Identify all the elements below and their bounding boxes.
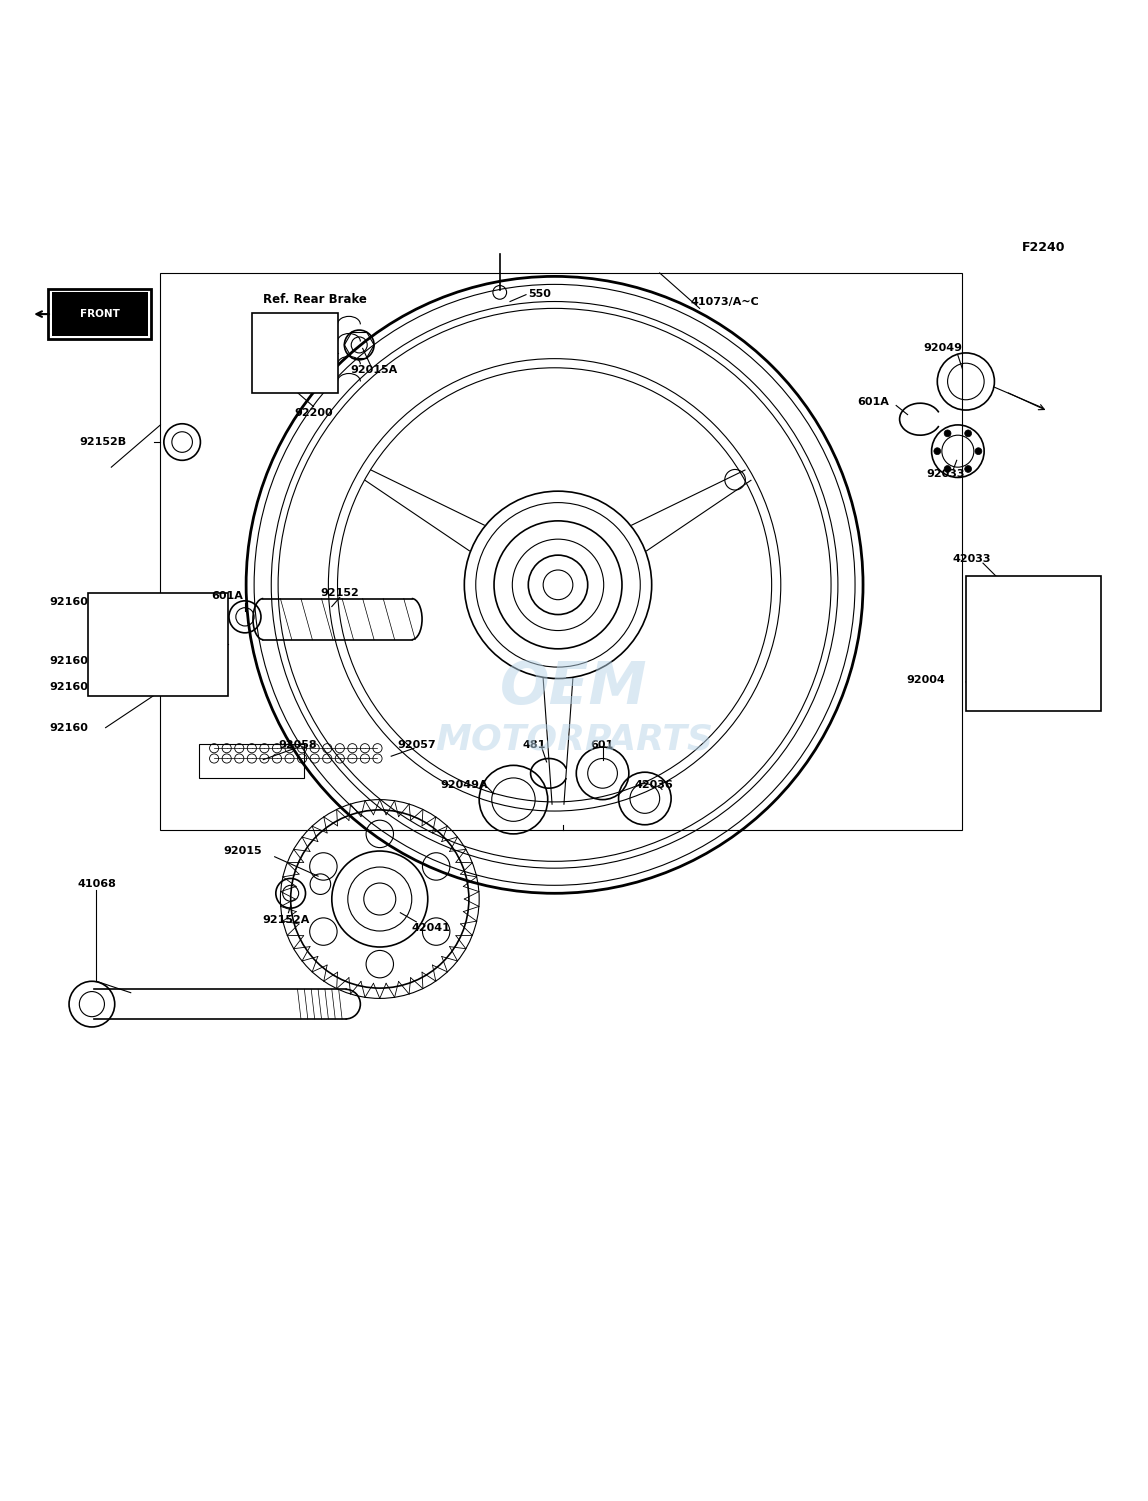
Text: 41068: 41068 bbox=[77, 880, 116, 889]
Text: 92015: 92015 bbox=[224, 847, 262, 856]
Text: 92049: 92049 bbox=[923, 344, 962, 353]
Text: 92152: 92152 bbox=[320, 588, 359, 597]
Text: 92152B: 92152B bbox=[79, 437, 127, 447]
Text: Ref. Rear Brake: Ref. Rear Brake bbox=[263, 293, 367, 306]
Text: 92200: 92200 bbox=[294, 408, 333, 419]
Text: 92015A: 92015A bbox=[350, 365, 397, 375]
Text: 42041: 42041 bbox=[412, 923, 451, 932]
Text: MOTORPARTS: MOTORPARTS bbox=[435, 722, 713, 757]
Text: 92152A: 92152A bbox=[263, 914, 310, 925]
Text: 41073/A~C: 41073/A~C bbox=[690, 297, 759, 306]
Text: 92004: 92004 bbox=[907, 674, 945, 684]
Text: 42033: 42033 bbox=[953, 554, 991, 563]
Text: 481: 481 bbox=[522, 740, 545, 750]
Text: 42036: 42036 bbox=[635, 781, 674, 790]
Text: FRONT: FRONT bbox=[80, 309, 119, 320]
Text: 92057: 92057 bbox=[397, 740, 435, 750]
Circle shape bbox=[933, 447, 940, 455]
Text: 601: 601 bbox=[590, 740, 613, 750]
Text: 601A: 601A bbox=[858, 398, 890, 407]
Text: 92160: 92160 bbox=[49, 656, 88, 666]
Bar bbox=[965, 576, 1101, 710]
Circle shape bbox=[964, 429, 971, 437]
Text: OEM: OEM bbox=[501, 659, 647, 716]
Bar bbox=[161, 273, 962, 830]
Bar bbox=[88, 593, 227, 695]
Text: 92160: 92160 bbox=[49, 597, 88, 606]
Bar bbox=[200, 743, 304, 778]
FancyBboxPatch shape bbox=[48, 290, 152, 339]
Text: 550: 550 bbox=[528, 288, 551, 299]
Text: F2240: F2240 bbox=[1022, 242, 1065, 254]
FancyBboxPatch shape bbox=[52, 293, 148, 336]
Circle shape bbox=[975, 447, 982, 455]
Circle shape bbox=[944, 429, 951, 437]
Text: 92160: 92160 bbox=[49, 681, 88, 692]
Text: 92058: 92058 bbox=[278, 740, 317, 750]
Bar bbox=[251, 312, 338, 393]
Text: 601A: 601A bbox=[211, 591, 242, 602]
Circle shape bbox=[964, 465, 971, 473]
Text: 92160: 92160 bbox=[49, 722, 88, 732]
Circle shape bbox=[944, 465, 951, 473]
Text: 92033: 92033 bbox=[926, 468, 964, 479]
Text: 92049A: 92049A bbox=[441, 781, 488, 790]
